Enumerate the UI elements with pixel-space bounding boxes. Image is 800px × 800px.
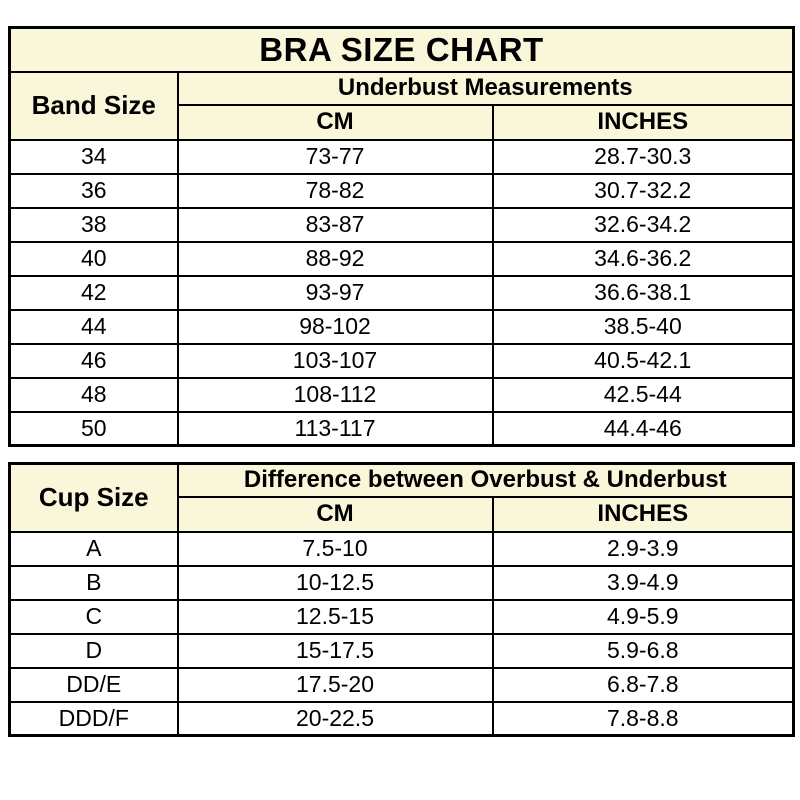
inches-cell: 36.6-38.1	[491, 274, 795, 311]
cup-size-cell: A	[8, 530, 179, 567]
cm-cell: 10-12.5	[176, 564, 494, 601]
table-gap	[8, 447, 792, 462]
table-row: 36 78-82 30.7-32.2	[8, 172, 795, 209]
table-row: 46 103-107 40.5-42.1	[8, 342, 795, 379]
band-size-cell: 44	[8, 308, 179, 345]
table-row: B 10-12.5 3.9-4.9	[8, 564, 795, 601]
cup-size-cell: B	[8, 564, 179, 601]
cup-size-cell: D	[8, 632, 179, 669]
inches-cell: 34.6-36.2	[491, 240, 795, 277]
cm-cell: 93-97	[176, 274, 494, 311]
cup-size-table: Cup Size Difference between Overbust & U…	[8, 462, 796, 737]
inches-column-header: INCHES	[491, 103, 795, 141]
cm-cell: 73-77	[176, 138, 494, 175]
band-size-cell: 38	[8, 206, 179, 243]
inches-cell: 30.7-32.2	[491, 172, 795, 209]
band-size-cell: 42	[8, 274, 179, 311]
cm-cell: 83-87	[176, 206, 494, 243]
inches-cell: 2.9-3.9	[491, 530, 795, 567]
band-size-cell: 50	[8, 410, 179, 447]
cm-cell: 113-117	[176, 410, 494, 447]
band-size-cell: 48	[8, 376, 179, 413]
band-size-cell: 40	[8, 240, 179, 277]
table-row: D 15-17.5 5.9-6.8	[8, 632, 795, 669]
inches-cell: 32.6-34.2	[491, 206, 795, 243]
cm-cell: 12.5-15	[176, 598, 494, 635]
inches-cell: 28.7-30.3	[491, 138, 795, 175]
table-row: 42 93-97 36.6-38.1	[8, 274, 795, 311]
cm-cell: 98-102	[176, 308, 494, 345]
cm-cell: 103-107	[176, 342, 494, 379]
difference-header: Difference between Overbust & Underbust	[176, 462, 795, 498]
cm-cell: 20-22.5	[176, 700, 494, 737]
title-row: BRA SIZE CHART	[8, 26, 795, 73]
inches-cell: 6.8-7.8	[491, 666, 795, 703]
band-size-cell: 46	[8, 342, 179, 379]
band-size-cell: 34	[8, 138, 179, 175]
underbust-measurements-header: Underbust Measurements	[176, 70, 795, 106]
cup-size-cell: C	[8, 598, 179, 635]
table-row: 40 88-92 34.6-36.2	[8, 240, 795, 277]
column-header-row: CM INCHES	[10, 495, 795, 533]
cm-cell: 17.5-20	[176, 666, 494, 703]
cm-cell: 78-82	[176, 172, 494, 209]
inches-cell: 7.8-8.8	[491, 700, 795, 737]
inches-cell: 42.5-44	[491, 376, 795, 413]
table-row: 38 83-87 32.6-34.2	[8, 206, 795, 243]
inches-cell: 44.4-46	[491, 410, 795, 447]
table-row: 44 98-102 38.5-40	[8, 308, 795, 345]
cm-cell: 88-92	[176, 240, 494, 277]
inches-cell: 4.9-5.9	[491, 598, 795, 635]
table-row: DDD/F 20-22.5 7.8-8.8	[8, 700, 795, 737]
band-size-table: BRA SIZE CHART Band Size Underbust Measu…	[8, 26, 796, 447]
inches-column-header: INCHES	[491, 495, 795, 533]
table-row: 34 73-77 28.7-30.3	[8, 138, 795, 175]
cm-cell: 15-17.5	[176, 632, 494, 669]
inches-cell: 40.5-42.1	[491, 342, 795, 379]
group-header-row: Band Size Underbust Measurements	[8, 70, 795, 141]
table-row: C 12.5-15 4.9-5.9	[8, 598, 795, 635]
cup-size-cell: DD/E	[8, 666, 179, 703]
inches-cell: 38.5-40	[491, 308, 795, 345]
table-row: 48 108-112 42.5-44	[8, 376, 795, 413]
cm-column-header: CM	[176, 103, 494, 141]
group-header-row: Cup Size Difference between Overbust & U…	[8, 462, 795, 533]
table-row: 50 113-117 44.4-46	[8, 410, 795, 447]
band-size-cell: 36	[8, 172, 179, 209]
cm-column-header: CM	[176, 495, 494, 533]
column-header-row: CM INCHES	[10, 103, 795, 141]
band-size-header: Band Size	[8, 70, 179, 141]
cup-size-cell: DDD/F	[8, 700, 179, 737]
table-row: DD/E 17.5-20 6.8-7.8	[8, 666, 795, 703]
inches-cell: 3.9-4.9	[491, 564, 795, 601]
page-title: BRA SIZE CHART	[8, 26, 795, 73]
cm-cell: 108-112	[176, 376, 494, 413]
cup-size-header: Cup Size	[8, 462, 179, 533]
cm-cell: 7.5-10	[176, 530, 494, 567]
inches-cell: 5.9-6.8	[491, 632, 795, 669]
table-row: A 7.5-10 2.9-3.9	[8, 530, 795, 567]
